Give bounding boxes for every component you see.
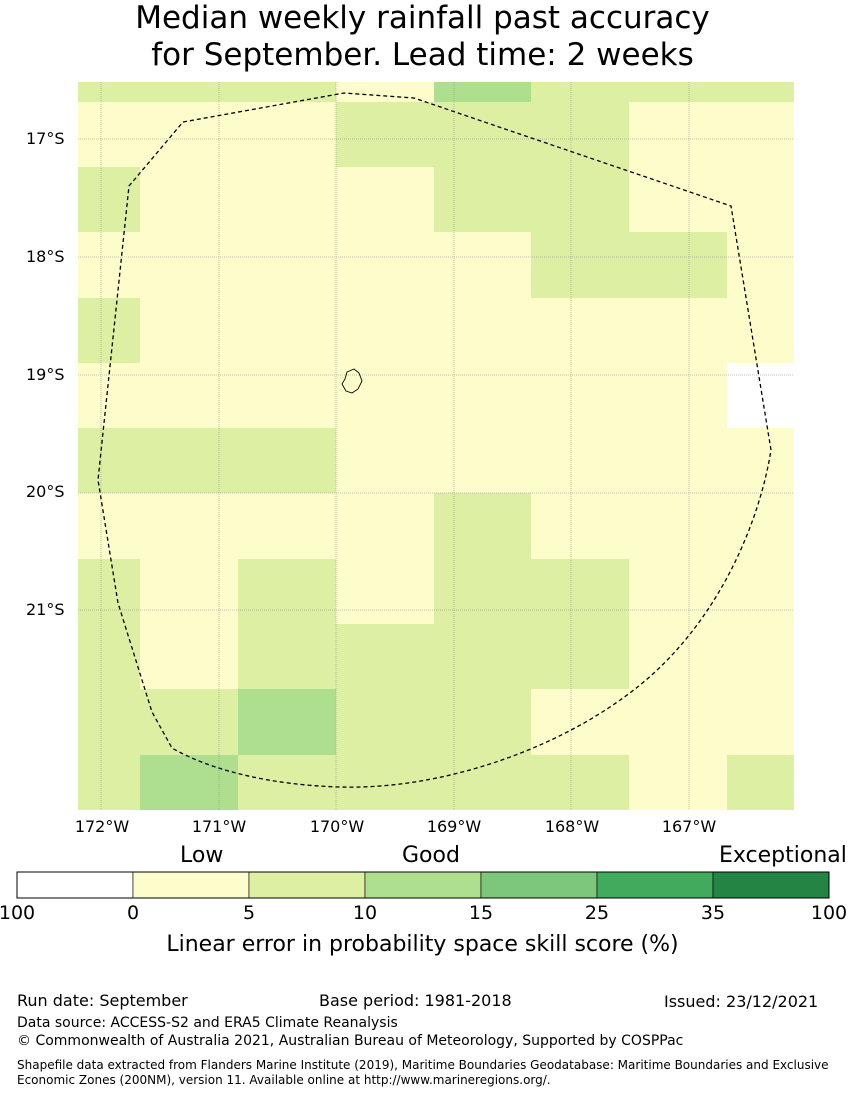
lon-label-171w: 171°W xyxy=(191,817,247,836)
lat-label-19s: 19°S xyxy=(26,365,65,384)
grid-cell xyxy=(78,363,727,428)
lat-label-17s: 17°S xyxy=(26,129,65,148)
lat-label-20s: 20°S xyxy=(26,482,65,501)
grid-cell xyxy=(434,167,629,232)
grid-cell xyxy=(238,689,336,755)
grid-cell xyxy=(78,167,140,232)
colorbar-tick: 25 xyxy=(584,902,610,924)
category-exceptional: Exceptional xyxy=(719,843,847,868)
eez-boundary xyxy=(97,92,772,788)
grid-cell xyxy=(78,755,140,810)
grid-cell xyxy=(78,428,336,493)
lat-label-18s: 18°S xyxy=(26,247,65,266)
lat-label-21s: 21°S xyxy=(26,600,65,619)
colorbar-swatch xyxy=(132,871,250,899)
lon-label-170w: 170°W xyxy=(309,817,365,836)
colorbar-swatch xyxy=(712,871,830,899)
issued-date: Issued: 23/12/2021 xyxy=(664,992,819,1011)
colorbar-tick: 15 xyxy=(468,902,494,924)
grid-cell xyxy=(78,298,140,363)
lon-label-169w: 169°W xyxy=(426,817,482,836)
grid-cell xyxy=(336,82,434,102)
grid-cell xyxy=(727,363,794,428)
lon-label-172w: 172°W xyxy=(74,817,130,836)
run-date: Run date: September xyxy=(17,991,188,1010)
grid-cell xyxy=(238,755,629,810)
grid-cell xyxy=(336,689,531,755)
grid-cell xyxy=(140,298,794,363)
grid-cell xyxy=(78,559,140,624)
grid-cell xyxy=(336,559,434,624)
grid-cell xyxy=(629,755,727,810)
shapefile-credit-1: Shapefile data extracted from Flanders M… xyxy=(17,1058,829,1072)
grid-cell xyxy=(629,102,794,167)
grid-cell xyxy=(434,559,629,624)
graticule xyxy=(78,82,794,810)
colorbar-swatch xyxy=(480,871,598,899)
grid-cell xyxy=(78,102,336,167)
grid-cell xyxy=(336,167,434,232)
category-low: Low xyxy=(180,843,224,868)
copyright: © Commonwealth of Australia 2021, Austra… xyxy=(17,1033,684,1049)
grid-cell xyxy=(531,689,794,755)
colorbar-swatch xyxy=(248,871,366,899)
grid-cell xyxy=(434,82,531,102)
colorbar-tick: 100 xyxy=(0,902,36,924)
grid-cell xyxy=(336,428,794,493)
grid-cell xyxy=(140,167,336,232)
grid-cell xyxy=(336,102,629,167)
grid-cell xyxy=(531,493,794,559)
colorbar-tick: 5 xyxy=(242,902,256,924)
grid-cell xyxy=(78,493,434,559)
grid-cell xyxy=(238,559,336,624)
colorbar-tick: 100 xyxy=(810,902,848,924)
colorbar xyxy=(16,871,830,899)
grid-cell xyxy=(140,559,238,624)
colorbar-outline xyxy=(16,871,830,899)
colorbar-swatch xyxy=(364,871,482,899)
colorbar-tick: 35 xyxy=(700,902,726,924)
map-title-line1: Median weekly rainfall past accuracy xyxy=(135,0,710,36)
grid-cell xyxy=(434,493,531,559)
grid-cell xyxy=(238,624,629,689)
data-source: Data source: ACCESS-S2 and ERA5 Climate … xyxy=(17,1015,398,1031)
grid-cell xyxy=(78,624,140,689)
grid-cell xyxy=(727,755,794,810)
grid-cell xyxy=(140,624,238,689)
lon-label-167w: 167°W xyxy=(661,817,717,836)
colorbar-tick: 10 xyxy=(352,902,378,924)
grid-cell xyxy=(531,82,794,102)
colorbar-label: Linear error in probability space skill … xyxy=(166,932,679,957)
skill-grid xyxy=(78,82,794,810)
grid-cell xyxy=(531,232,727,298)
island-outline xyxy=(341,368,363,394)
base-period: Base period: 1981-2018 xyxy=(319,991,512,1010)
grid-cell xyxy=(629,624,794,689)
grid-cell xyxy=(629,559,794,624)
grid-cell xyxy=(727,232,794,298)
lon-label-168w: 168°W xyxy=(544,817,600,836)
colorbar-swatch xyxy=(16,871,134,899)
grid-cell xyxy=(140,755,238,810)
colorbar-swatch xyxy=(596,871,714,899)
grid-cell xyxy=(78,232,531,298)
map-title-line2: for September. Lead time: 2 weeks xyxy=(151,37,694,73)
category-good: Good xyxy=(402,843,460,868)
colorbar-tick: 0 xyxy=(126,902,140,924)
shapefile-credit-2: Economic Zones (200NM), version 11. Avai… xyxy=(17,1073,551,1087)
